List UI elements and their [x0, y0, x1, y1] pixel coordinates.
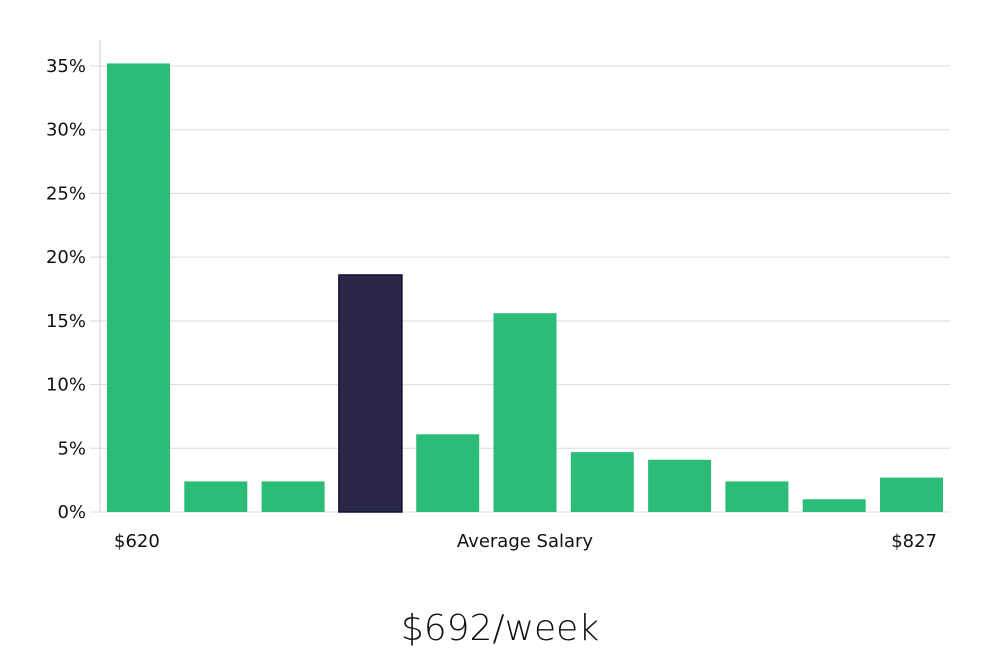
histogram-bar	[570, 452, 634, 512]
y-axis-ticks: 0% 5% 10% 15% 20% 25% 30% 35%	[46, 56, 86, 523]
histogram-bar	[184, 481, 248, 512]
histogram-bar	[648, 459, 712, 512]
histogram-bar	[261, 481, 325, 512]
histogram-bar	[725, 481, 789, 512]
y-tick-label: 35%	[46, 56, 86, 77]
salary-histogram: 0% 5% 10% 15% 20% 25% 30% 35% $620 Average Sala…	[46, 40, 950, 552]
y-tick-label: 20%	[46, 247, 86, 268]
x-axis-title: Average Salary	[457, 531, 594, 552]
y-tick-label: 0%	[57, 502, 86, 523]
x-max-label: $827	[891, 531, 937, 552]
histogram-bar	[107, 63, 170, 513]
y-tick-label: 5%	[57, 438, 86, 459]
histogram-bar	[880, 477, 943, 512]
y-tick-label: 15%	[46, 311, 86, 332]
x-min-label: $620	[114, 531, 160, 552]
histogram-bars	[107, 63, 943, 513]
y-tick-label: 25%	[46, 183, 86, 204]
y-tick-label: 30%	[46, 120, 86, 141]
histogram-bar	[416, 434, 480, 512]
y-tick-label: 10%	[46, 375, 86, 396]
histogram-bar	[802, 499, 866, 512]
histogram-bar-highlighted	[338, 274, 403, 513]
average-salary-value: $692/week	[400, 608, 600, 649]
histogram-bar	[493, 313, 557, 512]
